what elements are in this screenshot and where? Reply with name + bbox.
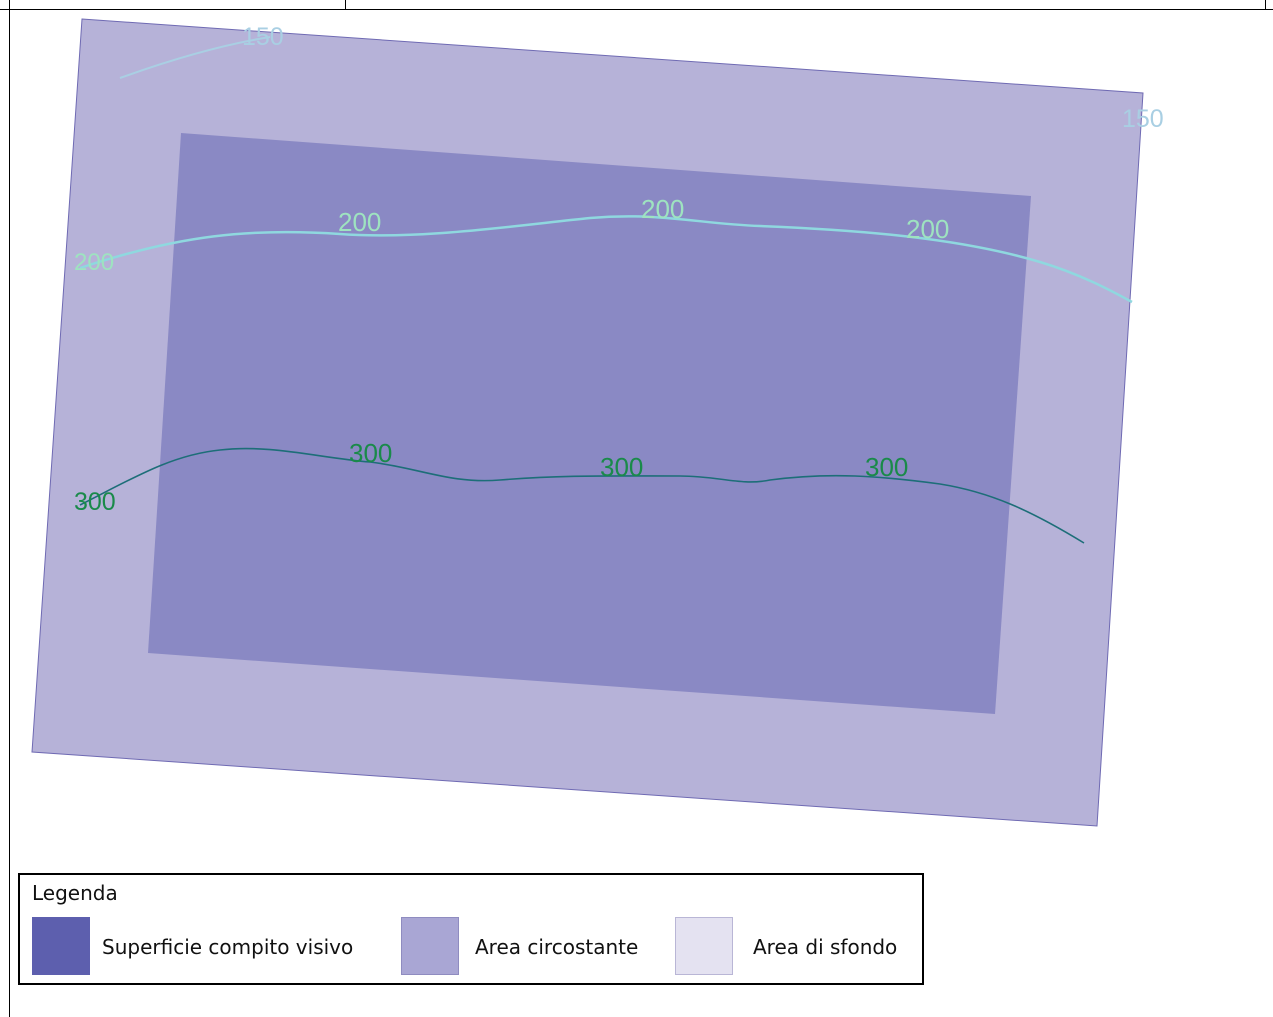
legend: Legenda Superficie compito visivo Area c…: [18, 873, 924, 985]
inner-area: [148, 133, 1031, 714]
legend-swatch-superficie: [32, 917, 90, 975]
legend-label-superficie: Superficie compito visivo: [102, 935, 354, 959]
contour-200-label-1: 200: [74, 249, 114, 276]
legend-swatch-sfondo: [675, 917, 733, 975]
frame-right-tick: [1265, 0, 1266, 10]
contour-300-label-4: 300: [865, 452, 908, 482]
contour-200-label-4: 200: [906, 214, 949, 244]
legend-swatch-circostante: [401, 917, 459, 975]
contour-200-label-3: 200: [641, 194, 684, 224]
frame-left-border: [9, 0, 10, 1017]
legend-label-circostante: Area circostante: [475, 935, 639, 959]
contour-300-label-1: 300: [74, 488, 116, 516]
contour-150-label-2: 150: [1122, 105, 1164, 133]
contour-150-line: [119, 36, 271, 79]
frame-header-divider: [345, 0, 346, 10]
legend-title: Legenda: [32, 881, 118, 905]
contour-300-label-3: 300: [600, 452, 643, 482]
legend-label-sfondo: Area di sfondo: [753, 935, 898, 959]
contour-150-label-1: 150: [242, 23, 284, 51]
frame-top-border: [0, 9, 1273, 10]
contour-200-label-2: 200: [338, 207, 381, 237]
contour-200-line: [79, 215, 1133, 304]
contour-300-label-2: 300: [349, 438, 392, 468]
contour-300-line: [79, 447, 1085, 544]
